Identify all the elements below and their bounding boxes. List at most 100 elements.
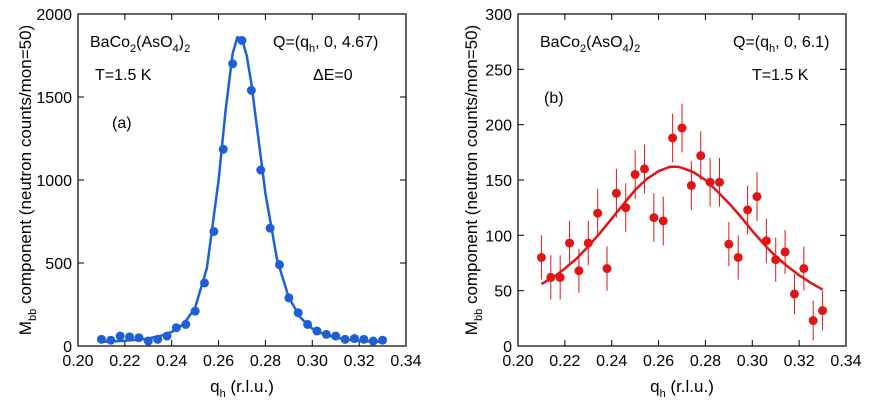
panel-label-b: (b): [544, 90, 564, 107]
y-tick-label: 150: [485, 173, 512, 190]
data-point: [668, 133, 678, 143]
data-point: [593, 208, 603, 218]
energy-label-a: ΔE=0: [313, 67, 353, 84]
data-b: [536, 103, 828, 341]
y-ticks-a: 0 500 1000 1500 2000: [36, 7, 406, 356]
y-tick-label: 500: [45, 256, 72, 273]
panel-label-a: (a): [112, 115, 132, 132]
data-point: [340, 334, 350, 344]
data-point: [321, 329, 331, 339]
x-tick-label: 0.22: [109, 353, 140, 370]
x-tick-label: 0.26: [643, 353, 674, 370]
panel-b: 0.20 0.22 0.24 0.26 0.28 0.30 0.32 0.34 0 50 100 1…: [462, 7, 862, 400]
data-point: [246, 85, 256, 95]
fit-line: [540, 165, 824, 291]
plot-frame-a: [77, 13, 407, 347]
temperature-label-b: T=1.5 K: [752, 67, 809, 84]
y-tick-label: 300: [485, 7, 512, 24]
data-point: [293, 308, 303, 318]
y-tick-label: 100: [485, 228, 512, 245]
data-point: [808, 316, 818, 326]
y-tick-label: 200: [485, 118, 512, 135]
x-tick-label: 0.22: [549, 353, 580, 370]
data-point: [602, 264, 612, 274]
data-point: [284, 293, 294, 303]
x-tick-label: 0.34: [390, 353, 421, 370]
data-point: [153, 334, 163, 344]
temperature-label-a: T=1.5 K: [95, 67, 152, 84]
data-point: [640, 164, 650, 174]
data-point: [228, 59, 238, 69]
data-point: [125, 332, 135, 342]
x-tick-label: 0.30: [297, 353, 328, 370]
y-axis-label-a: Mbb component (neutron counts/mon=50): [16, 25, 39, 335]
data-point: [190, 306, 200, 316]
data-point: [106, 335, 116, 345]
data-point: [312, 326, 322, 336]
data-point: [799, 264, 809, 274]
x-tick-label: 0.32: [344, 353, 375, 370]
data-point: [780, 247, 790, 257]
y-axis-label-b: Mbb component (neutron counts/mon=50): [462, 25, 485, 335]
y-tick-label: 0: [63, 339, 72, 356]
data-point: [677, 123, 687, 133]
x-tick-label: 0.32: [784, 353, 815, 370]
data-point: [349, 334, 359, 344]
data-point: [752, 192, 762, 202]
y-tick-label: 2000: [36, 7, 72, 24]
x-axis-label-a: qh (r.l.u.): [210, 377, 274, 400]
data-point: [115, 331, 125, 341]
y-ticks-b: 0 50 100 150 200 250 300: [485, 7, 846, 356]
x-tick-label: 0.28: [250, 353, 281, 370]
data-point: [724, 239, 734, 249]
data-point: [368, 336, 378, 346]
y-tick-label: 0: [503, 339, 512, 356]
q-label-a: Q=(qh, 0, 4.67): [273, 34, 378, 55]
data-point: [134, 333, 144, 343]
data-point: [714, 177, 724, 187]
x-axis-label-b: qh (r.l.u.): [650, 377, 714, 400]
y-tick-label: 50: [494, 284, 512, 301]
y-tick-label: 1000: [36, 173, 72, 190]
data-point: [686, 181, 696, 191]
x-tick-label: 0.28: [690, 353, 721, 370]
data-point: [705, 177, 715, 187]
data-point: [359, 334, 369, 344]
y-tick-label: 1500: [36, 90, 72, 107]
data-point: [218, 144, 228, 154]
data-point: [200, 278, 210, 288]
data-point: [649, 213, 659, 223]
x-ticks-b: 0.20 0.22 0.24 0.26 0.28 0.30 0.32 0.34: [502, 14, 862, 370]
data-point: [265, 223, 275, 233]
compound-label-a: BaCo2(AsO4)2: [90, 34, 190, 55]
x-tick-label: 0.26: [203, 353, 234, 370]
x-tick-label: 0.30: [737, 353, 768, 370]
data-point: [565, 238, 575, 248]
data-point: [630, 169, 640, 179]
data-point: [743, 205, 753, 215]
data-point: [171, 323, 181, 333]
x-tick-label: 0.20: [62, 353, 93, 370]
data-point: [771, 255, 781, 265]
data-point: [555, 272, 565, 282]
data-point: [658, 216, 668, 226]
data-point: [96, 334, 106, 344]
data-point: [237, 36, 247, 46]
data-point: [789, 289, 799, 299]
data-point: [378, 335, 388, 345]
data-point: [583, 238, 593, 248]
y-tick-label: 250: [485, 62, 512, 79]
data-a: [96, 35, 388, 346]
data-point: [162, 331, 172, 341]
panel-a: 0.20 0.22 0.24 0.26 0.28 0.30 0.32 0.34 0 500 100…: [16, 7, 422, 400]
data-point: [546, 272, 556, 282]
data-point: [574, 266, 584, 276]
data-point: [696, 151, 706, 161]
x-tick-label: 0.24: [596, 353, 627, 370]
data-point: [303, 319, 313, 329]
data-point: [611, 188, 621, 198]
data-point: [274, 260, 284, 270]
data-point: [331, 331, 341, 341]
data-point: [761, 236, 771, 246]
